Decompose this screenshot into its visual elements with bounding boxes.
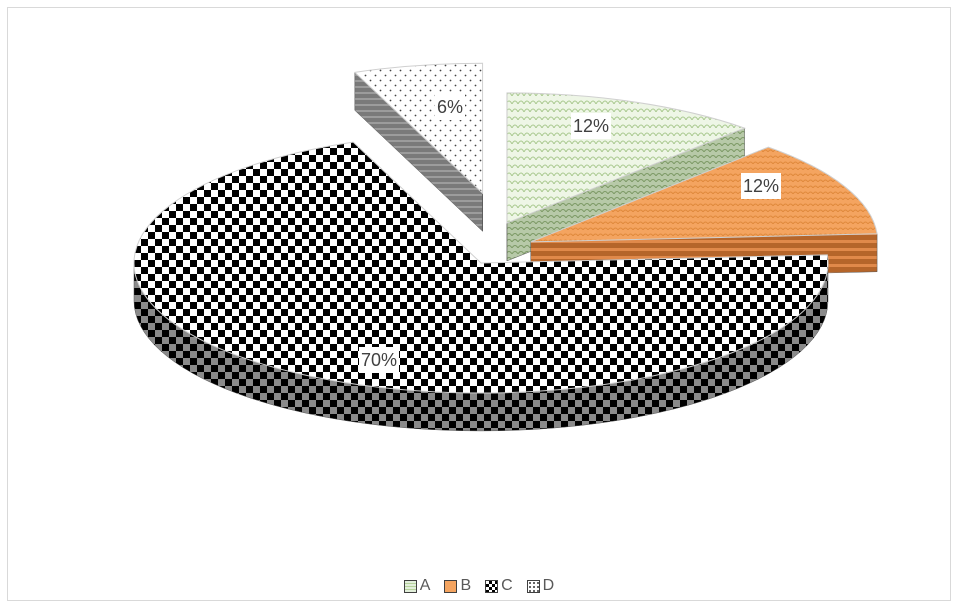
chart-area: 12% 12% 70% 6% A B C D <box>7 7 951 601</box>
data-label-c: 70% <box>359 347 399 373</box>
legend-item-b: B <box>444 577 471 595</box>
data-label-text-d: 6% <box>437 97 463 117</box>
data-label-b: 12% <box>741 173 781 199</box>
legend-label-d: D <box>542 577 555 594</box>
data-label-a: 12% <box>571 113 611 139</box>
legend: A B C D <box>8 574 950 598</box>
pie-slice-b-top <box>530 146 878 243</box>
pie-slice-a-top <box>506 92 747 224</box>
legend-item-a: A <box>403 577 431 595</box>
data-label-text-b: 12% <box>743 176 779 196</box>
legend-item-c: C <box>485 577 513 595</box>
legend-key-c <box>485 579 499 593</box>
legend-label-a: A <box>419 577 431 594</box>
legend-item-d: D <box>526 577 555 595</box>
legend-key-a <box>403 579 417 593</box>
legend-key-d <box>526 579 540 593</box>
pie-slice-c <box>133 141 829 432</box>
pie-chart: 12% 12% 70% 6% <box>133 62 878 432</box>
legend-label-c: C <box>501 577 513 594</box>
pie-data-labels: 12% 12% 70% 6% <box>359 94 781 373</box>
legend-label-b: B <box>460 577 472 594</box>
legend-key-b <box>444 579 458 593</box>
data-label-text-a: 12% <box>573 116 609 136</box>
data-label-d: 6% <box>435 94 465 120</box>
pie-slice-c-top <box>133 141 829 394</box>
data-label-text-c: 70% <box>361 350 397 370</box>
pie-slices <box>133 62 878 432</box>
